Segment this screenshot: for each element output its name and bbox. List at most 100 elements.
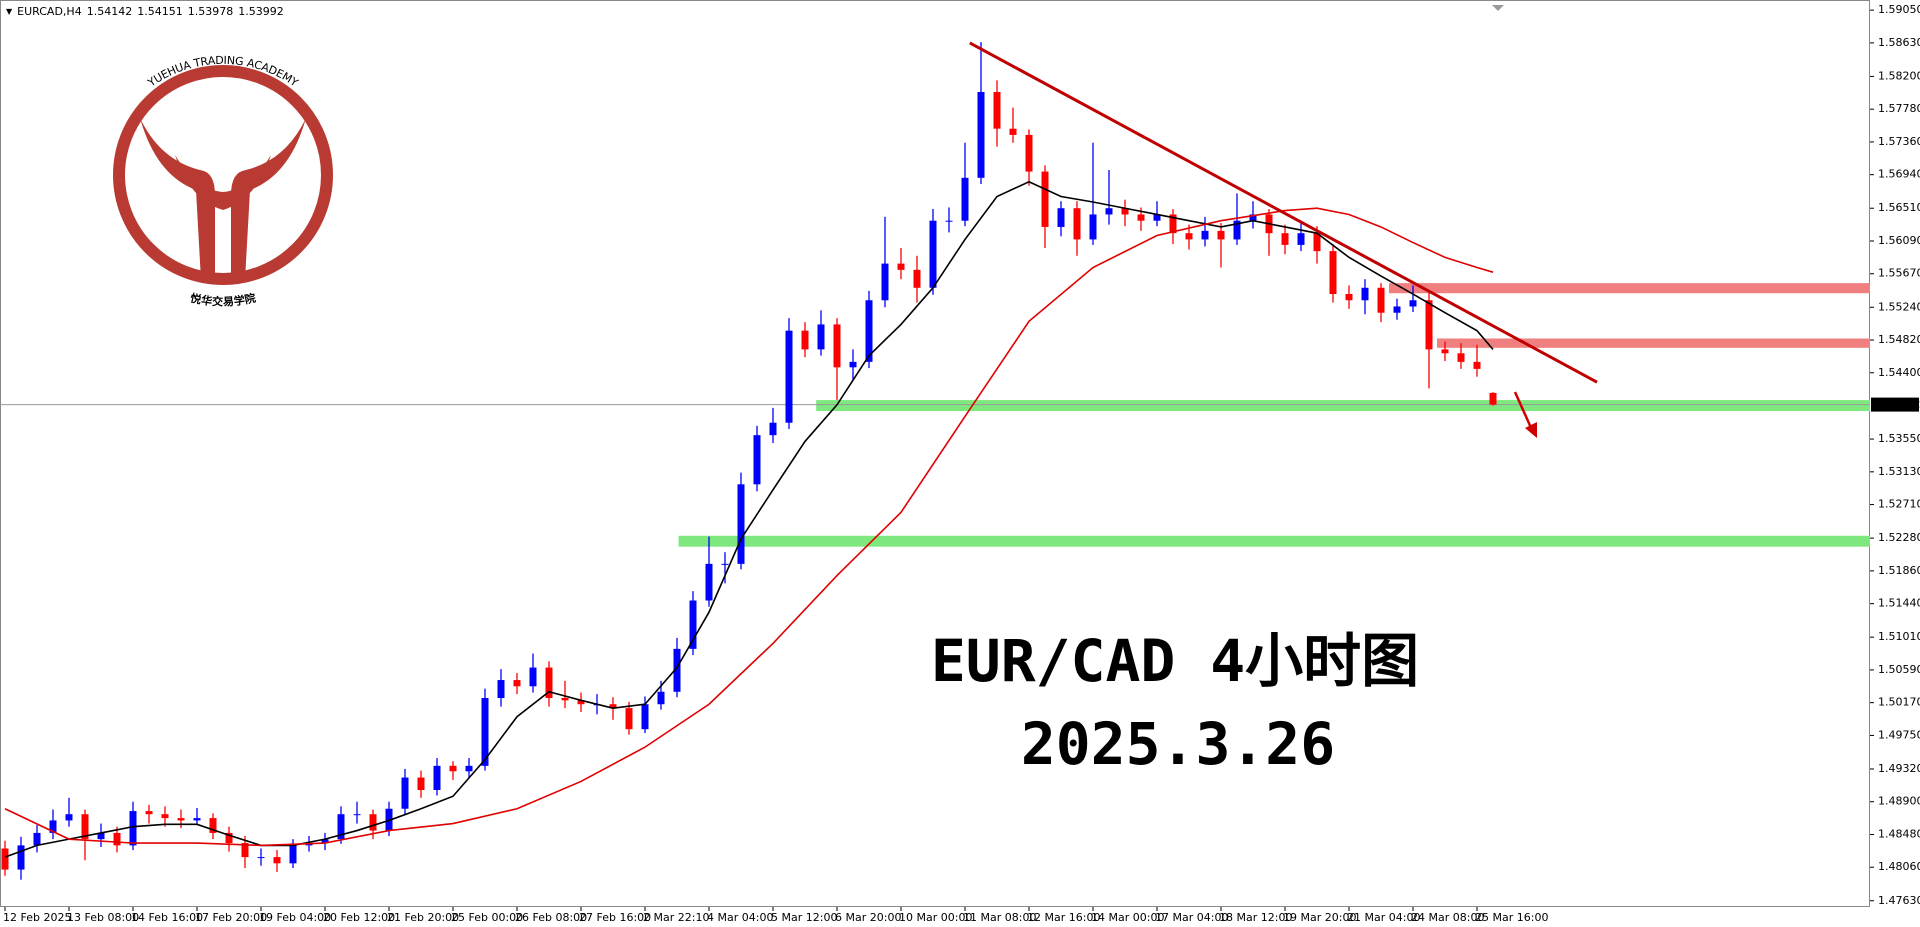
- candle-body: [1457, 353, 1465, 362]
- plot-frame: [0, 0, 1870, 907]
- trendline: [969, 41, 1598, 384]
- x-tick-label: 17 Mar 04:00: [1155, 911, 1228, 924]
- candle-body: [1041, 171, 1049, 227]
- candle-body: [817, 324, 825, 350]
- candle-body: [705, 563, 713, 601]
- candle-body: [1489, 392, 1497, 405]
- arrow-head: [1525, 422, 1537, 438]
- candle-body: [225, 832, 233, 844]
- candle-body: [65, 814, 73, 821]
- candle-body: [1, 848, 9, 870]
- candle-body: [1089, 214, 1097, 240]
- x-tick-label: 14 Mar 00:00: [1091, 911, 1164, 924]
- candle-body: [945, 220, 953, 222]
- candle-body: [241, 843, 249, 858]
- candle-body: [1441, 349, 1449, 354]
- x-tick-label: 2 Mar 22:10: [643, 911, 709, 924]
- candle-body: [737, 484, 745, 564]
- menu-arrow[interactable]: ▼: [6, 7, 13, 16]
- x-tick-label: 12 Feb 2025: [3, 911, 71, 924]
- candle-body: [1057, 208, 1065, 227]
- candle-body: [977, 92, 985, 178]
- zone: [816, 400, 1871, 411]
- candle-body: [1153, 214, 1161, 221]
- annotation: 2025.3.26: [1021, 710, 1335, 778]
- candle-body: [353, 814, 361, 816]
- candle-body: [1473, 361, 1481, 369]
- candle-body: [449, 765, 457, 772]
- candle-body: [433, 765, 441, 791]
- candle-body: [1121, 208, 1129, 215]
- candle-body: [1009, 128, 1017, 135]
- x-tick-label: 25 Feb 00:00: [451, 911, 523, 924]
- candle-body: [81, 814, 89, 840]
- candle-body: [273, 857, 281, 864]
- y-tick-label: 1.48900: [1878, 795, 1920, 808]
- zone: [1389, 283, 1870, 294]
- candle-body: [1281, 233, 1289, 245]
- candle-body: [1249, 214, 1257, 221]
- candle-body: [1393, 306, 1401, 313]
- candle-body: [1217, 230, 1225, 240]
- x-tick-label: 25 Mar 16:00: [1475, 911, 1548, 924]
- candle-body: [897, 263, 905, 270]
- x-tick-label: 14 Feb 16:00: [131, 911, 203, 924]
- y-tick-label: 1.58200: [1878, 69, 1920, 82]
- candle-body: [673, 648, 681, 692]
- x-tick-label: 10 Mar 00:00: [899, 911, 972, 924]
- x-tick-label: 4 Mar 04:00: [707, 911, 773, 924]
- logo-text-cn: 悦华交易学院: [189, 291, 257, 309]
- scroll-marker: [1492, 5, 1504, 11]
- candle-body: [1409, 300, 1417, 307]
- y-tick-label: 1.51860: [1878, 564, 1920, 577]
- logo-mark: [175, 155, 271, 210]
- y-tick-label: 1.54820: [1878, 333, 1920, 346]
- candle-body: [1345, 294, 1353, 301]
- candle-body: [1313, 233, 1321, 252]
- y-tick-label: 1.48060: [1878, 860, 1920, 873]
- candle-body: [849, 361, 857, 368]
- y-tick-label: 1.55670: [1878, 267, 1920, 280]
- candle-body: [33, 832, 41, 846]
- candle-body: [833, 324, 841, 368]
- arrow: [1513, 391, 1534, 431]
- logo-ring: [113, 65, 333, 285]
- candle-body: [801, 330, 809, 350]
- candle-body: [1233, 220, 1241, 240]
- candle-body: [657, 691, 665, 705]
- candle-body: [641, 704, 649, 730]
- x-tick-label: 19 Mar 20:00: [1283, 911, 1356, 924]
- candle-body: [337, 814, 345, 840]
- candle-body: [145, 811, 153, 815]
- y-tick-label: 1.56940: [1878, 168, 1920, 181]
- candle-body: [1297, 233, 1305, 245]
- candle-body: [545, 667, 553, 698]
- y-tick-label: 1.53550: [1878, 432, 1920, 445]
- x-tick-label: 21 Feb 20:00: [387, 911, 459, 924]
- y-tick-label: 1.51440: [1878, 597, 1920, 610]
- candle-body: [193, 818, 201, 821]
- candle-body: [529, 667, 537, 687]
- candle-body: [1361, 287, 1369, 301]
- y-tick-label: 1.55240: [1878, 300, 1920, 313]
- candle-body: [113, 832, 121, 846]
- candle-body: [417, 777, 425, 791]
- candle-body: [209, 818, 217, 833]
- zone: [678, 535, 1870, 547]
- candle-body: [1137, 214, 1145, 221]
- chart-header: ▼ EURCAD,H4 1.54142 1.54151 1.53978 1.53…: [6, 5, 284, 18]
- logo: YUEHUA TRADING ACADEMY 悦华交易学院: [113, 54, 333, 309]
- x-tick-label: 17 Feb 20:00: [195, 911, 267, 924]
- price-tag: [1871, 397, 1919, 412]
- x-tick-label: 19 Feb 04:00: [259, 911, 331, 924]
- candle-body: [1105, 208, 1113, 215]
- candle-body: [785, 330, 793, 423]
- quote: 1.54142: [86, 5, 133, 18]
- candle-body: [161, 814, 169, 819]
- candle-body: [257, 857, 265, 859]
- x-tick-label: 12 Mar 16:00: [1027, 911, 1100, 924]
- candle-body: [401, 777, 409, 809]
- candle-body: [577, 700, 585, 705]
- candle-body: [769, 422, 777, 436]
- x-tick-label: 26 Feb 08:00: [515, 911, 587, 924]
